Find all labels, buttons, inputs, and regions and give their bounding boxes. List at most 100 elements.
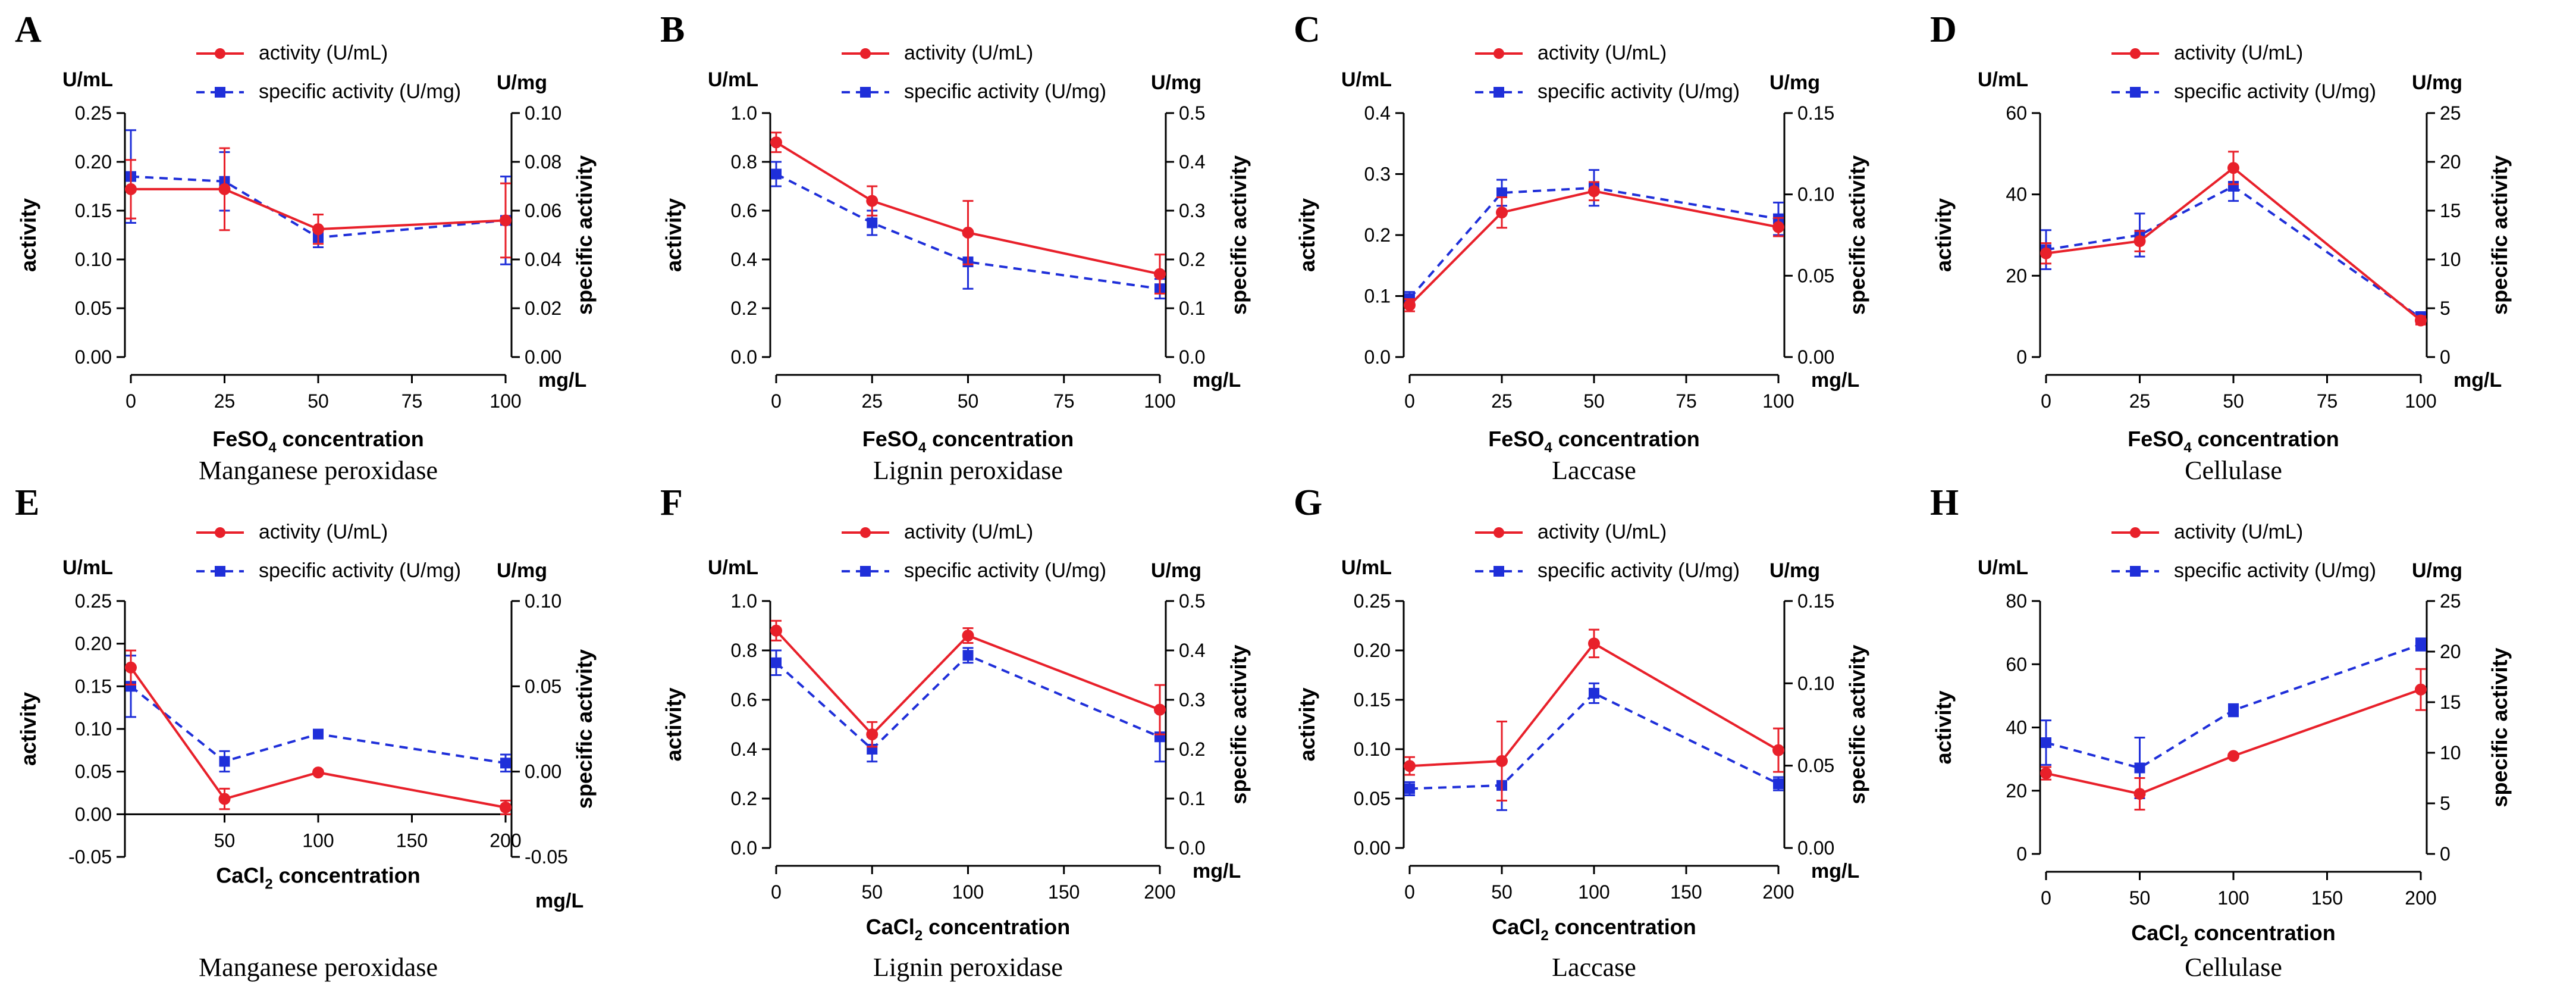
x-title-rest: concentration (1549, 915, 1696, 939)
left-y-tick-label: 0.10 (75, 249, 112, 270)
right-y-tick-label: 0.4 (1179, 640, 1205, 661)
left-y-tick-label: 0.2 (731, 298, 757, 319)
x-title-main: FeSO (212, 427, 268, 451)
specific-activity-point (125, 681, 136, 692)
right-y-label: specific activity (1226, 155, 1251, 315)
right-unit: U/mg (1769, 559, 1820, 582)
activity-point (1154, 703, 1166, 716)
left-y-tick-label: 0.8 (731, 640, 757, 661)
panel-g: G 0.00 0.05 0.10 0.15 0.20 0.25 0.00 0.05 0.10 0.1… (1294, 483, 1869, 982)
left-y-tick-label: 0 (2016, 843, 2027, 865)
activity-point (312, 223, 324, 236)
legend-specific-marker (860, 87, 871, 98)
left-y-label: activity (661, 198, 686, 272)
right-y-label: specific activity (572, 649, 597, 809)
specific-activity-point (500, 758, 511, 769)
left-y-tick-label: 0.10 (1354, 738, 1391, 760)
activity-point (1588, 637, 1600, 650)
specific-activity-line (776, 173, 1160, 290)
legend-activity-label: activity (U/mL) (2174, 42, 2303, 64)
legend-specific-label: specific activity (U/mg) (904, 80, 1106, 103)
x-axis-title: CaCl2 concentration (2131, 921, 2335, 950)
left-y-tick-label: 0.25 (75, 102, 112, 124)
x-title-rest: concentration (277, 427, 424, 451)
left-y-label: activity (1931, 198, 1956, 272)
legend-activity-label: activity (U/mL) (1538, 42, 1667, 64)
right-y-tick-label: 15 (2440, 200, 2461, 221)
left-y-tick-label: 0.2 (1364, 224, 1391, 246)
activity-point (2415, 683, 2427, 696)
panel-letter: A (15, 10, 42, 50)
x-title-main: FeSO (2128, 427, 2183, 451)
right-y-tick-label: 10 (2440, 742, 2461, 763)
panel-e: E -0.05 0.00 0.05 0.10 0.15 0.20 0.25 -0.05 0.00 0… (15, 483, 597, 982)
panel-letter: D (1930, 10, 1957, 50)
right-y-tick-label: 0 (2440, 843, 2451, 865)
right-y-tick-label: 5 (2440, 298, 2451, 319)
x-tick-label: 50 (214, 830, 236, 851)
left-y-label: activity (1295, 198, 1319, 272)
activity-point (2040, 247, 2052, 259)
x-unit: mg/L (1811, 860, 1859, 882)
x-title-main: CaCl (866, 915, 915, 939)
x-title-sub: 4 (2183, 440, 2192, 456)
right-y-tick-label: 0.1 (1179, 298, 1205, 319)
x-tick-label: 200 (1144, 881, 1175, 903)
right-y-tick-label: 0.15 (1797, 590, 1834, 612)
left-y-tick-label: 0.4 (731, 249, 757, 270)
x-tick-label: 50 (1583, 390, 1605, 412)
specific-activity-line (775, 653, 1160, 751)
x-axis-title: CaCl2 concentration (1492, 915, 1696, 944)
activity-point (1404, 299, 1416, 311)
specific-activity-point (2415, 639, 2426, 650)
x-tick-label: 100 (490, 390, 521, 412)
right-y-tick-label: -0.05 (525, 846, 568, 868)
legend-specific-label: specific activity (U/mg) (1538, 80, 1740, 103)
left-unit: U/mL (1978, 556, 2028, 579)
x-title-rest: concentration (926, 427, 1074, 451)
activity-line (775, 141, 1160, 276)
right-y-tick-label: 25 (2440, 590, 2461, 612)
right-y-label: specific activity (1226, 644, 1251, 804)
activity-point (866, 195, 878, 207)
enzyme-name: Cellulase (2185, 456, 2282, 485)
legend-activity-marker (860, 527, 871, 538)
right-y-tick-label: 20 (2440, 641, 2461, 662)
left-y-tick-label: 0.6 (731, 689, 757, 711)
x-tick-label: 150 (1048, 881, 1080, 903)
specific-activity-line (130, 685, 506, 765)
activity-point (218, 183, 231, 195)
x-tick-label: 50 (958, 390, 979, 412)
activity-point (770, 136, 782, 149)
x-tick-label: 75 (2317, 390, 2338, 412)
enzyme-name: Manganese peroxidase (199, 456, 438, 485)
right-y-tick-label: 0.15 (1797, 102, 1834, 124)
right-y-tick-label: 0.4 (1179, 151, 1205, 173)
x-tick-label: 0 (2041, 390, 2051, 412)
right-y-tick-label: 0.10 (1797, 672, 1834, 694)
specific-activity-point (1496, 187, 1507, 198)
x-tick-label: 150 (1670, 881, 1702, 903)
left-y-tick-label: 0.3 (1364, 164, 1391, 185)
x-tick-label: 0 (125, 390, 136, 412)
left-y-tick-label: 0.15 (1354, 689, 1391, 711)
legend-activity-marker (2130, 527, 2141, 538)
left-y-tick-label: 60 (2006, 102, 2027, 124)
legend-specific-label: specific activity (U/mg) (259, 80, 461, 103)
enzyme-name: Manganese peroxidase (199, 953, 438, 982)
x-title-main: FeSO (1488, 427, 1544, 451)
x-title-main: FeSO (862, 427, 918, 451)
legend-specific-label: specific activity (U/mg) (2174, 80, 2376, 103)
left-y-tick-label: 0.05 (75, 298, 112, 319)
right-unit: U/mg (1769, 71, 1820, 94)
enzyme-name: Laccase (1552, 953, 1636, 982)
left-y-label: activity (16, 692, 40, 766)
right-y-tick-label: 10 (2440, 249, 2461, 270)
right-y-tick-label: 25 (2440, 102, 2461, 124)
enzyme-name: Cellulase (2185, 953, 2282, 982)
specific-activity-point (867, 217, 878, 229)
activity-line (1408, 190, 1779, 306)
right-y-tick-label: 0.02 (525, 298, 561, 319)
enzyme-name: Lignin peroxidase (873, 456, 1063, 485)
